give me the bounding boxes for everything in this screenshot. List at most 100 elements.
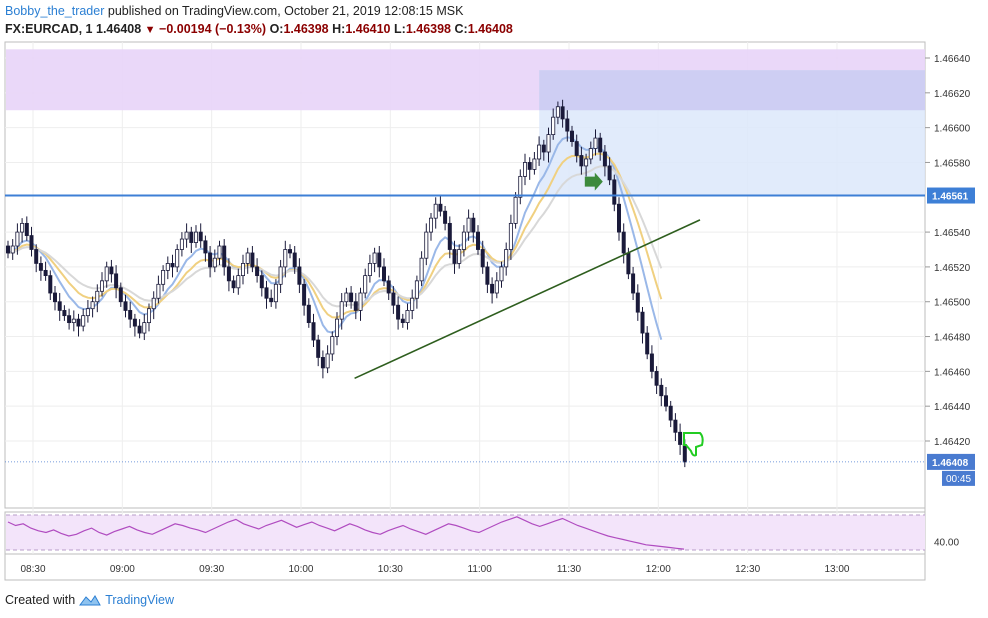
symbol-label[interactable]: FX:EURCAD, 1 bbox=[5, 22, 93, 36]
x-tick-label: 09:30 bbox=[199, 564, 224, 575]
candle-body bbox=[104, 266, 109, 282]
annotations bbox=[584, 172, 704, 457]
candle-body bbox=[334, 318, 339, 337]
candle-body bbox=[607, 165, 612, 181]
candle-body bbox=[372, 252, 377, 264]
candle-body bbox=[555, 106, 560, 118]
candle-body bbox=[100, 280, 105, 292]
y-tick-label: 1.46440 bbox=[934, 402, 971, 413]
candle-body bbox=[10, 245, 15, 254]
candle-body bbox=[325, 353, 330, 369]
candle-body bbox=[475, 231, 480, 250]
candle-body bbox=[146, 308, 151, 324]
candle-body bbox=[292, 252, 297, 268]
x-tick-label: 10:30 bbox=[378, 564, 403, 575]
rsi-pane bbox=[6, 514, 925, 551]
published-text: published on TradingView.com, October 21… bbox=[107, 4, 464, 18]
candle-body bbox=[358, 292, 363, 311]
candle-body bbox=[269, 297, 274, 303]
x-tick-label: 09:00 bbox=[110, 564, 135, 575]
candle-body bbox=[344, 292, 349, 303]
candle-body bbox=[541, 144, 546, 153]
candle-body bbox=[551, 116, 556, 136]
candle-body bbox=[386, 280, 391, 294]
candle-body bbox=[316, 339, 321, 358]
candle-body bbox=[76, 318, 81, 327]
candle-body bbox=[302, 283, 307, 306]
candle-body bbox=[466, 217, 471, 233]
candle-body bbox=[339, 301, 344, 320]
candle-body bbox=[617, 203, 622, 233]
price-axis[interactable]: 1.46640 1.46620 1.46600 1.46580 1.46540 1.465… bbox=[925, 54, 975, 548]
candle-body bbox=[123, 301, 128, 311]
last-price: 1.46408 bbox=[96, 22, 142, 36]
ema-line bbox=[7, 152, 663, 319]
candle-body bbox=[43, 269, 48, 277]
candle-body bbox=[584, 158, 589, 167]
candle-body bbox=[264, 287, 269, 299]
candle-body bbox=[6, 245, 11, 254]
candle-body bbox=[363, 275, 368, 294]
candle-body bbox=[240, 263, 245, 277]
tradingview-logo-icon bbox=[79, 595, 102, 606]
candle-body bbox=[654, 370, 659, 386]
candle-body bbox=[598, 137, 603, 153]
close-value: 1.46408 bbox=[467, 22, 513, 36]
candle-body bbox=[109, 266, 114, 275]
rsi-band bbox=[6, 515, 925, 550]
countdown-text: 00:45 bbox=[946, 474, 971, 485]
candle-body bbox=[499, 266, 504, 282]
candle-body bbox=[381, 266, 386, 282]
candle-body bbox=[419, 257, 424, 282]
price-change: −0.00194 (−0.13%) bbox=[159, 22, 267, 36]
candle-body bbox=[236, 275, 241, 289]
candle-body bbox=[673, 419, 678, 433]
x-tick-label: 12:00 bbox=[646, 564, 671, 575]
candle-body bbox=[193, 231, 198, 243]
candle-body bbox=[278, 266, 283, 285]
candle-body bbox=[255, 266, 260, 277]
candle-body bbox=[245, 252, 250, 264]
candle-body bbox=[678, 431, 683, 445]
candle-body bbox=[570, 130, 575, 142]
candle-body bbox=[504, 249, 509, 268]
candle-body bbox=[71, 318, 76, 324]
candle-body bbox=[452, 249, 457, 264]
candle-body bbox=[485, 266, 490, 285]
y-tick-label: 1.46580 bbox=[934, 158, 971, 169]
high-label: H: bbox=[332, 22, 346, 36]
candle-body bbox=[222, 245, 227, 268]
candle-body bbox=[649, 353, 654, 372]
candle-body bbox=[490, 283, 495, 294]
time-axis[interactable]: 08:30 09:00 09:30 10:00 10:30 11:00 11:30 12:00… bbox=[20, 564, 849, 575]
candle-body bbox=[349, 292, 354, 303]
candle-body bbox=[447, 222, 452, 250]
candle-body bbox=[151, 297, 156, 310]
candle-body bbox=[156, 283, 161, 299]
rsi-tick-label: 40.00 bbox=[934, 537, 959, 548]
countdown-tag bbox=[942, 470, 975, 486]
author-link[interactable]: Bobby_the_trader bbox=[5, 4, 105, 18]
candle-body bbox=[250, 252, 255, 268]
candle-body bbox=[635, 292, 640, 313]
candle-body bbox=[231, 280, 236, 289]
candle-body bbox=[631, 273, 636, 294]
right-arrow-icon bbox=[584, 172, 603, 191]
candle-body bbox=[560, 106, 565, 120]
candle-body bbox=[170, 263, 175, 268]
candle-body bbox=[593, 137, 598, 149]
low-value: 1.46398 bbox=[405, 22, 451, 36]
candle-body bbox=[283, 249, 288, 268]
candle-body bbox=[574, 141, 579, 156]
candle-body bbox=[494, 280, 499, 294]
x-tick-label: 10:00 bbox=[288, 564, 313, 575]
candle-body bbox=[217, 245, 222, 259]
candle-body bbox=[626, 252, 631, 275]
candle-body bbox=[424, 231, 429, 259]
x-tick-label: 11:00 bbox=[468, 564, 493, 575]
candle-body bbox=[668, 405, 673, 421]
candle-body bbox=[198, 231, 203, 242]
tradingview-brand[interactable]: TradingView bbox=[105, 593, 174, 607]
candle-body bbox=[579, 155, 584, 167]
